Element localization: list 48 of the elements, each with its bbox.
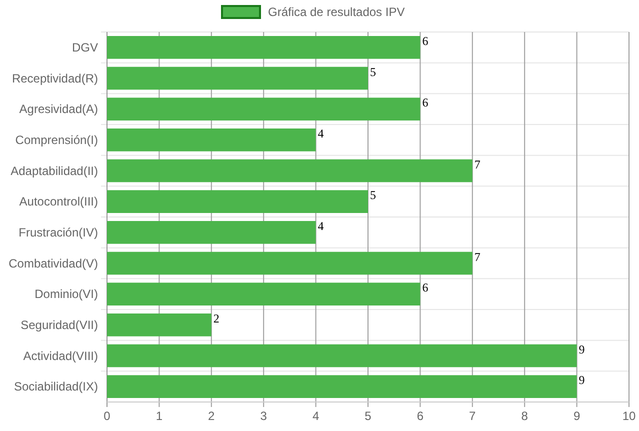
data-label: 5: [370, 64, 376, 79]
data-label: 4: [318, 219, 324, 234]
y-tick-label: DGV: [72, 40, 98, 54]
x-tick-label: 1: [156, 409, 163, 423]
bar: [107, 190, 368, 213]
data-label: 7: [474, 157, 480, 172]
bar: [107, 36, 420, 59]
data-label: 5: [370, 188, 376, 202]
y-tick-label: Dominio(VI): [34, 287, 98, 302]
y-tick-label: Receptividad(R): [12, 71, 98, 86]
data-label: 9: [578, 373, 585, 388]
y-tick-label: Autocontrol(III): [19, 194, 98, 209]
x-tick-label: 10: [622, 409, 636, 423]
data-label: 6: [422, 96, 428, 110]
bar: [107, 221, 316, 244]
bar: [107, 66, 368, 90]
data-label: 9: [578, 342, 585, 356]
y-tick-label: Combatividad(V): [8, 256, 98, 270]
x-tick-label: 5: [364, 409, 372, 423]
y-tick-label: Comprensión(I): [15, 132, 98, 147]
y-tick-label: Seguridad(VII): [20, 318, 98, 332]
bar: [107, 314, 212, 336]
data-label: 4: [318, 126, 324, 141]
bar: [107, 344, 577, 368]
bar: [107, 252, 472, 275]
bar: [107, 98, 420, 120]
bar: [107, 375, 577, 398]
y-tick-label: Sociabilidad(IX): [14, 380, 98, 394]
x-tick-label: 7: [469, 409, 476, 423]
data-label: 2: [213, 312, 220, 326]
data-label: 7: [474, 250, 480, 264]
x-tick-label: 4: [312, 409, 320, 423]
y-tick-label: Agresividad(A): [19, 102, 98, 116]
legend-label: Gráfica de resultados IPV: [268, 5, 405, 19]
bar: [107, 159, 472, 182]
bar: [107, 282, 420, 306]
x-tick-label: 9: [573, 409, 580, 423]
y-tick-label: Frustración(IV): [18, 225, 98, 240]
x-tick-label: 6: [416, 409, 424, 423]
y-tick-label: Actividad(VIII): [23, 348, 98, 363]
y-tick-label: Adaptabilidad(II): [10, 164, 98, 178]
x-tick-label: 8: [521, 409, 528, 423]
bar: [107, 128, 316, 152]
x-tick-label: 0: [104, 409, 111, 423]
x-tick-label: 3: [260, 409, 268, 423]
data-label: 6: [422, 280, 428, 295]
data-label: 6: [422, 34, 428, 48]
x-tick-label: 2: [208, 409, 216, 423]
